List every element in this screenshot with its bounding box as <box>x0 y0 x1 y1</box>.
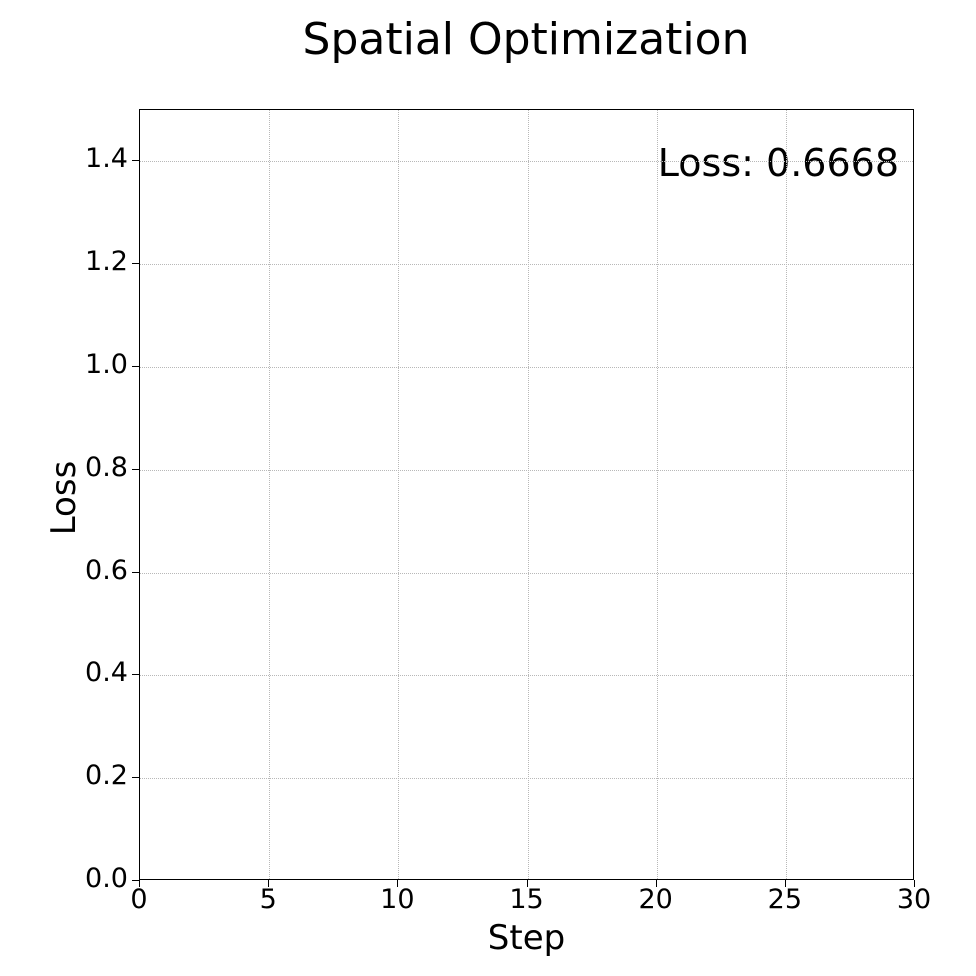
x-tick-mark <box>268 880 270 887</box>
y-axis-label: Loss <box>44 460 84 536</box>
x-gridline <box>269 110 271 879</box>
y-tick-label: 0.4 <box>85 657 128 689</box>
y-gridline <box>140 469 913 471</box>
y-gridline <box>140 264 913 266</box>
y-tick-mark <box>132 674 139 676</box>
x-axis-label: Step <box>487 918 566 958</box>
x-tick-label: 25 <box>767 884 802 915</box>
y-tick-label: 1.2 <box>85 246 128 278</box>
x-tick-label: 15 <box>509 884 544 915</box>
y-tick-label: 0.8 <box>85 451 128 483</box>
y-tick-mark <box>132 777 139 779</box>
x-tick-mark <box>655 880 657 887</box>
y-tick-mark <box>132 468 139 470</box>
y-tick-label: 1.0 <box>85 349 128 380</box>
x-tick-label: 0 <box>130 884 148 915</box>
y-tick-label: 0.0 <box>85 863 128 894</box>
x-tick-mark <box>526 880 528 887</box>
x-tick-mark <box>914 880 915 887</box>
y-tick-mark <box>132 880 139 881</box>
x-tick-label: 20 <box>638 884 673 915</box>
y-gridline <box>140 367 913 368</box>
x-gridline <box>527 110 529 879</box>
y-tick-mark <box>132 160 139 162</box>
loss-annotation: Loss: 0.6668 <box>657 141 899 185</box>
y-tick-mark <box>132 366 139 367</box>
x-tick-mark <box>784 880 786 887</box>
plot-area: Loss: 0.6668 <box>139 109 914 880</box>
chart-title: Spatial Optimization <box>302 14 750 65</box>
y-gridline <box>140 572 913 574</box>
x-tick-mark <box>139 880 140 887</box>
x-gridline <box>785 110 787 879</box>
x-tick-mark <box>397 880 399 887</box>
y-tick-mark <box>132 263 139 265</box>
x-tick-label: 10 <box>380 884 415 915</box>
x-tick-label: 30 <box>896 884 932 915</box>
x-tick-label: 5 <box>259 884 277 915</box>
y-tick-label: 0.6 <box>85 554 128 586</box>
y-tick-mark <box>132 571 139 573</box>
y-tick-label: 1.4 <box>85 143 128 175</box>
y-gridline <box>140 161 913 163</box>
y-gridline <box>140 778 913 780</box>
y-tick-label: 0.2 <box>85 760 128 792</box>
y-gridline <box>140 675 913 677</box>
x-gridline <box>398 110 400 879</box>
x-gridline <box>656 110 658 879</box>
